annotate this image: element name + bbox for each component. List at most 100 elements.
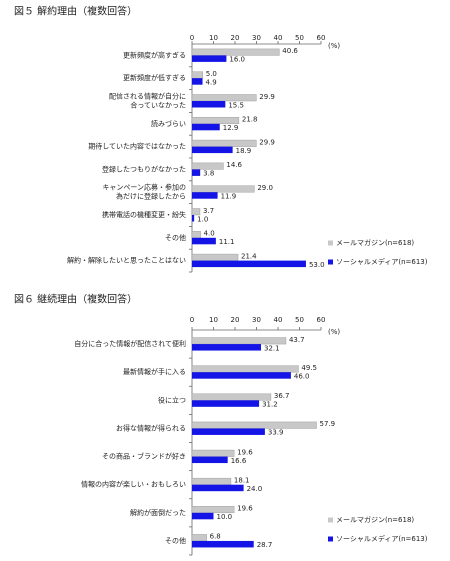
bar: [191, 162, 224, 170]
chart-title: 図５ 解約理由（複数回答）: [14, 5, 137, 18]
category-label: 更新頻度が高すぎる: [123, 50, 186, 59]
category-label: 携帯電話の機種変更・紛失: [102, 210, 186, 219]
legend-label: メールマガジン(n=618): [336, 515, 414, 524]
value-label: 46.0: [294, 372, 310, 380]
bar: [191, 253, 239, 261]
bar: [192, 456, 228, 464]
x-tick-label: 60: [317, 316, 326, 324]
x-tick-label: 40: [274, 316, 283, 324]
value-label: 19.6: [237, 448, 253, 456]
value-label: 18.9: [236, 147, 252, 155]
value-label: 29.9: [259, 93, 275, 101]
value-label: 29.0: [257, 184, 273, 192]
value-label: 5.0: [206, 70, 217, 78]
axis-unit: (%): [328, 328, 340, 336]
category-label: 役に立つ: [158, 395, 186, 404]
legend-swatch: [328, 517, 333, 523]
value-label: 11.9: [221, 192, 237, 200]
value-label: 4.0: [204, 230, 215, 238]
value-label: 14.6: [226, 161, 242, 169]
value-label: 15.5: [228, 101, 244, 109]
value-label: 21.8: [242, 116, 258, 124]
legend-label: ソーシャルメディア(n=613): [336, 534, 428, 543]
value-label: 16.0: [229, 56, 245, 64]
legend-label: メールマガジン(n=618): [336, 238, 414, 247]
value-label: 43.7: [289, 336, 305, 344]
legend-swatch: [328, 240, 333, 246]
value-label: 31.2: [262, 401, 278, 409]
bar: [192, 123, 220, 131]
value-label: 53.0: [309, 261, 325, 269]
bar: [191, 117, 240, 125]
category-label: 配信される情報が自分に合っていなかった: [109, 92, 186, 110]
value-label: 33.9: [268, 429, 284, 437]
bar: [192, 484, 244, 492]
value-label: 3.8: [203, 170, 214, 178]
category-label: キャンペーン応募・参加の為だけに登録したから: [102, 183, 186, 201]
value-label: 19.6: [237, 505, 253, 513]
value-label: 18.1: [234, 476, 250, 484]
axis-unit: (%): [328, 42, 340, 50]
category-label: その他: [165, 536, 186, 545]
category-label: 情報の内容が楽しい・おもしろい: [81, 480, 186, 489]
bar: [191, 208, 201, 216]
x-tick-label: 10: [209, 316, 218, 324]
value-label: 10.0: [217, 513, 233, 521]
value-label: 40.6: [282, 47, 298, 55]
x-tick-label: 0: [190, 316, 194, 324]
bar: [191, 337, 287, 345]
bar: [192, 101, 226, 108]
bar: [192, 260, 306, 268]
category-label: お得な情報が得られる: [116, 423, 186, 432]
chart-title: 図６ 継続理由（複数回答）: [14, 293, 137, 306]
category-label: 期待していた内容ではなかった: [88, 142, 186, 151]
value-label: 32.1: [264, 344, 280, 352]
category-label: 解約・解除したいと思ったことはない: [67, 256, 186, 265]
bar: [191, 477, 232, 485]
value-label: 28.7: [257, 541, 273, 549]
bar: [191, 139, 257, 147]
bar: [191, 231, 201, 239]
category-label: 自分に合った情報が配信されて便利: [74, 339, 186, 348]
bar: [192, 237, 216, 245]
x-tick-label: 10: [209, 34, 218, 42]
value-label: 6.8: [210, 533, 221, 541]
x-tick-label: 40: [274, 34, 283, 42]
x-tick-label: 30: [252, 316, 261, 324]
bar: [192, 169, 201, 176]
bar: [192, 192, 218, 199]
value-label: 16.6: [231, 457, 247, 465]
bar: [192, 215, 195, 222]
value-label: 11.1: [219, 238, 235, 246]
bar: [192, 344, 262, 351]
x-tick-label: 50: [295, 316, 304, 324]
bar: [192, 372, 291, 379]
category-label: その他: [165, 233, 186, 242]
value-label: 1.0: [197, 215, 208, 223]
x-tick-label: 20: [231, 316, 240, 324]
x-tick-label: 50: [295, 34, 304, 42]
bar: [191, 449, 235, 457]
bar: [191, 506, 235, 514]
bar: [192, 78, 203, 85]
category-label: 最新情報が手に入る: [123, 367, 186, 376]
category-label: 読みづらい: [151, 119, 186, 128]
x-tick-label: 0: [190, 34, 194, 42]
x-tick-label: 30: [252, 34, 261, 42]
x-tick-label: 60: [317, 34, 326, 42]
legend-label: ソーシャルメディア(n=613): [336, 257, 428, 266]
category-label: 登録したつもりがなかった: [102, 164, 186, 173]
bar: [192, 540, 254, 548]
bar: [191, 94, 257, 102]
bar: [192, 512, 214, 520]
category-label: その商品・ブランドが好き: [102, 452, 186, 461]
category-label: 解約が面倒だった: [130, 508, 186, 517]
x-tick-label: 20: [231, 34, 240, 42]
bar: [191, 48, 280, 56]
value-label: 24.0: [247, 485, 263, 493]
bar: [191, 365, 299, 373]
value-label: 4.9: [206, 78, 217, 86]
bar: [191, 421, 317, 429]
value-label: 49.5: [301, 364, 317, 372]
